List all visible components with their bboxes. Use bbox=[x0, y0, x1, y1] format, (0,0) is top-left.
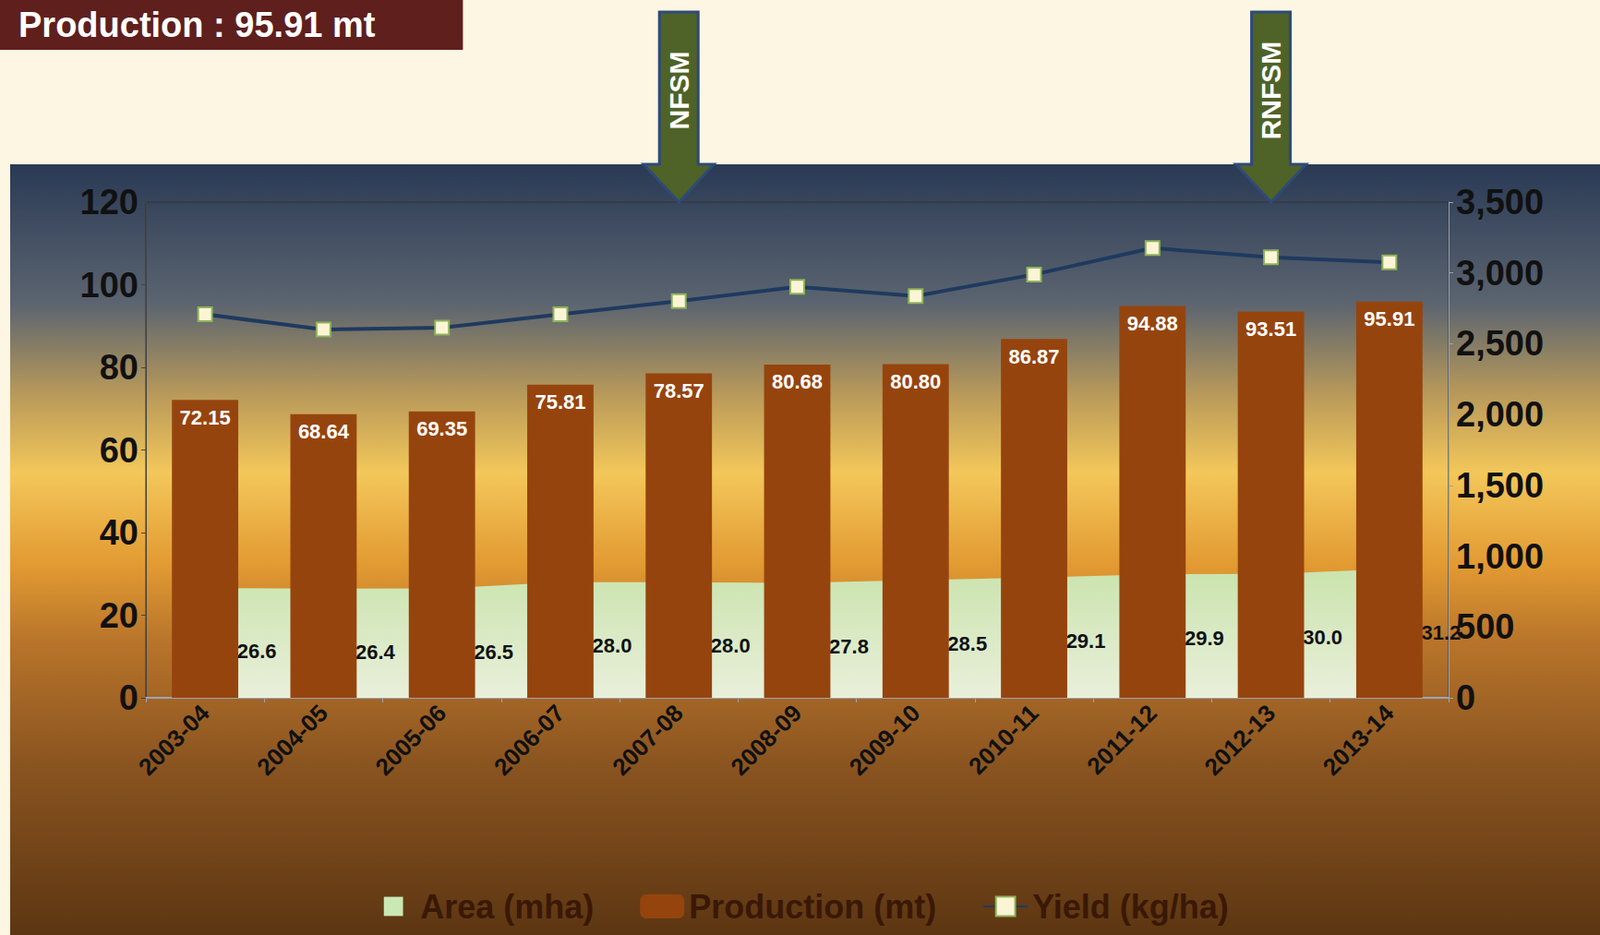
svg-text:0: 0 bbox=[1455, 678, 1476, 718]
svg-text:1,500: 1,500 bbox=[1455, 466, 1544, 506]
svg-text:29.9: 29.9 bbox=[1184, 626, 1225, 650]
svg-text:2,000: 2,000 bbox=[1455, 395, 1544, 434]
svg-text:28.5: 28.5 bbox=[947, 632, 987, 656]
svg-text:2003-04: 2003-04 bbox=[132, 698, 216, 782]
svg-text:86.87: 86.87 bbox=[1009, 345, 1060, 369]
svg-text:30.0: 30.0 bbox=[1302, 625, 1343, 650]
svg-text:69.35: 69.35 bbox=[416, 417, 468, 441]
svg-text:60: 60 bbox=[99, 431, 139, 470]
svg-text:93.51: 93.51 bbox=[1245, 317, 1297, 341]
svg-text:3,500: 3,500 bbox=[1455, 182, 1544, 222]
svg-text:78.57: 78.57 bbox=[653, 379, 705, 403]
svg-text:2004-05: 2004-05 bbox=[251, 698, 334, 782]
svg-text:2007-08: 2007-08 bbox=[606, 698, 689, 782]
svg-text:27.8: 27.8 bbox=[829, 635, 869, 659]
svg-text:26.4: 26.4 bbox=[355, 640, 397, 664]
svg-text:2006-07: 2006-07 bbox=[488, 698, 571, 782]
svg-text:72.15: 72.15 bbox=[180, 406, 231, 430]
svg-text:20: 20 bbox=[99, 596, 139, 636]
svg-text:3,000: 3,000 bbox=[1455, 253, 1544, 293]
svg-text:2011-12: 2011-12 bbox=[1081, 698, 1163, 781]
svg-text:0: 0 bbox=[119, 678, 139, 718]
svg-text:94.88: 94.88 bbox=[1127, 312, 1179, 336]
svg-text:120: 120 bbox=[80, 182, 139, 222]
svg-text:Yield (kg/ha): Yield (kg/ha) bbox=[1032, 888, 1229, 927]
svg-text:Area (mha): Area (mha) bbox=[420, 888, 594, 927]
svg-text:500: 500 bbox=[1455, 607, 1515, 647]
svg-text:40: 40 bbox=[99, 513, 139, 553]
svg-text:Production : 95.91 mt: Production : 95.91 mt bbox=[18, 5, 376, 45]
svg-text:26.6: 26.6 bbox=[237, 639, 277, 663]
svg-text:80.80: 80.80 bbox=[890, 370, 941, 394]
svg-text:1,000: 1,000 bbox=[1455, 537, 1544, 577]
svg-text:26.5: 26.5 bbox=[473, 640, 514, 664]
svg-text:2013-14: 2013-14 bbox=[1317, 698, 1400, 782]
svg-text:80.68: 80.68 bbox=[771, 370, 823, 394]
svg-text:68.64: 68.64 bbox=[298, 420, 350, 444]
svg-text:100: 100 bbox=[80, 265, 139, 305]
svg-text:2005-06: 2005-06 bbox=[370, 698, 453, 782]
svg-text:31.2: 31.2 bbox=[1420, 621, 1461, 645]
svg-text:80: 80 bbox=[99, 348, 139, 387]
svg-text:2012-13: 2012-13 bbox=[1199, 698, 1282, 782]
svg-text:29.1: 29.1 bbox=[1066, 629, 1107, 653]
svg-text:2009-10: 2009-10 bbox=[843, 698, 927, 782]
svg-text:2010-11: 2010-11 bbox=[962, 698, 1045, 781]
svg-text:95.91: 95.91 bbox=[1363, 307, 1415, 331]
svg-text:75.81: 75.81 bbox=[534, 390, 586, 414]
svg-text:Production (mt): Production (mt) bbox=[688, 888, 937, 927]
svg-text:NFSM: NFSM bbox=[663, 51, 695, 131]
svg-text:28.0: 28.0 bbox=[592, 634, 633, 658]
svg-text:2008-09: 2008-09 bbox=[724, 698, 807, 782]
svg-text:RNFSM: RNFSM bbox=[1255, 41, 1287, 141]
svg-text:28.0: 28.0 bbox=[710, 634, 751, 658]
svg-text:2,500: 2,500 bbox=[1455, 324, 1544, 363]
